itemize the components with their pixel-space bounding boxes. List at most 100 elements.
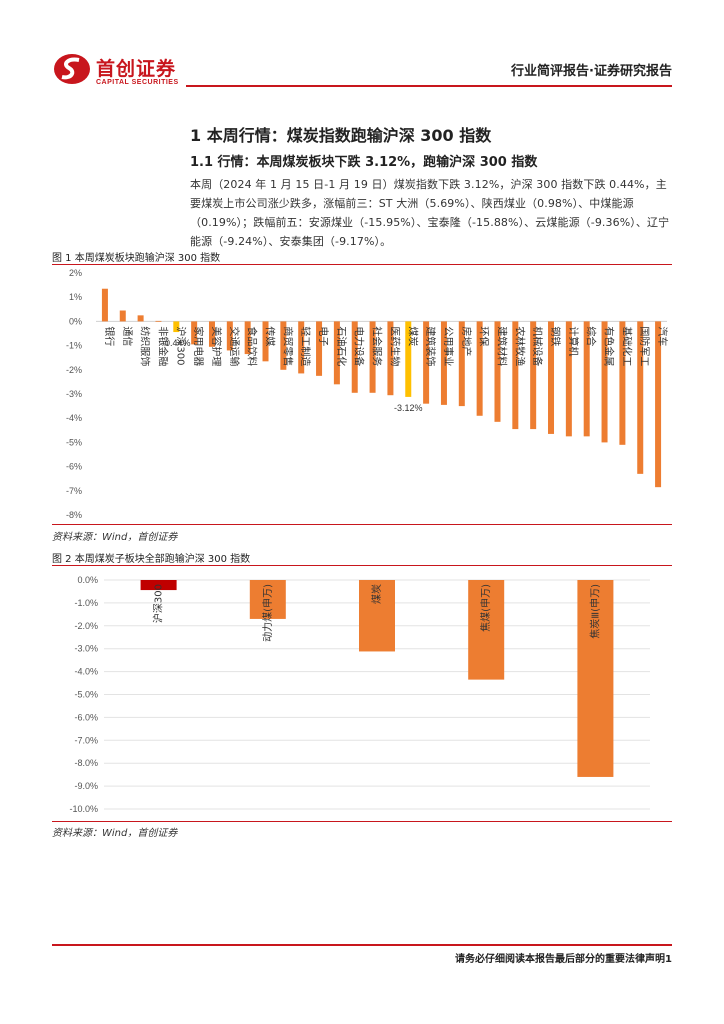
y-tick-label-4: -4.0% bbox=[74, 667, 98, 677]
bar-11 bbox=[298, 321, 305, 374]
y-tick-label-0: 0.0% bbox=[77, 575, 98, 585]
y-tick-label-3: -3.0% bbox=[74, 644, 98, 654]
bar-27 bbox=[583, 321, 590, 437]
x-tick-label-11: 轻工制造 bbox=[299, 326, 312, 366]
x-tick-label-24: 机械设备 bbox=[531, 326, 544, 366]
bar-5 bbox=[191, 321, 198, 345]
figure1-top-rule bbox=[52, 264, 672, 265]
y-tick-label-4: -2% bbox=[66, 365, 82, 375]
x-tick-label-1: 动力煤(申万) bbox=[261, 584, 274, 642]
y-tick-label-5: -5.0% bbox=[74, 690, 98, 700]
y-tick-label-9: -7% bbox=[66, 486, 82, 496]
x-tick-label-16: 医药生物 bbox=[388, 326, 401, 366]
x-tick-label-13: 石油石化 bbox=[335, 326, 348, 366]
x-tick-label-28: 有色金属 bbox=[603, 326, 616, 366]
x-tick-label-5: 家用电器 bbox=[192, 326, 205, 366]
report-type: 行业简评报告·证券研究报告 bbox=[511, 64, 672, 79]
y-tick-label-10: -10.0% bbox=[69, 804, 98, 814]
x-tick-label-2: 纺织服饰 bbox=[139, 326, 152, 366]
bar-15 bbox=[369, 321, 376, 393]
footer-divider bbox=[52, 944, 672, 946]
x-tick-label-23: 农林牧渔 bbox=[513, 326, 526, 366]
bar-22 bbox=[494, 321, 501, 422]
y-tick-label-9: -9.0% bbox=[74, 781, 98, 791]
bar-20 bbox=[458, 321, 465, 407]
y-tick-label-8: -6% bbox=[66, 462, 82, 472]
x-tick-label-31: 汽车 bbox=[656, 326, 669, 346]
bar-25 bbox=[548, 321, 555, 434]
y-tick-label-8: -8.0% bbox=[74, 758, 98, 768]
bar-30 bbox=[637, 321, 644, 474]
bar-1 bbox=[249, 580, 286, 619]
x-tick-label-4: 沪深300 bbox=[174, 326, 187, 365]
y-tick-label-6: -6.0% bbox=[74, 712, 98, 722]
y-tick-label-6: -4% bbox=[66, 413, 82, 423]
x-tick-label-14: 电力设备 bbox=[353, 326, 366, 366]
x-tick-label-10: 商贸零售 bbox=[281, 326, 294, 366]
x-tick-label-3: 焦煤(申万) bbox=[479, 584, 492, 632]
bar-31 bbox=[655, 321, 662, 488]
figure1-source: 资料来源：Wind，首创证券 bbox=[52, 532, 178, 543]
figure2-source: 资料来源：Wind，首创证券 bbox=[52, 828, 178, 839]
subsection-heading: 1.1 行情：本周煤炭板块下跌 3.12%，跑输沪深 300 指数 bbox=[190, 155, 538, 170]
x-tick-label-0: 银行 bbox=[103, 326, 116, 346]
bar-2 bbox=[137, 315, 144, 322]
capital-securities-logo-icon bbox=[54, 54, 90, 84]
x-tick-label-17: 煤炭 bbox=[406, 326, 419, 346]
x-tick-label-15: 社会服务 bbox=[371, 326, 384, 366]
x-tick-label-19: 公用事业 bbox=[442, 326, 455, 366]
company-name-en: CAPITAL SECURITIES bbox=[96, 79, 179, 86]
x-tick-label-18: 建筑装饰 bbox=[424, 326, 437, 366]
bar-0 bbox=[140, 580, 177, 591]
bar-28 bbox=[601, 321, 608, 443]
y-tick-label-1: -1.0% bbox=[74, 598, 98, 608]
bar-3 bbox=[155, 320, 162, 322]
bar-8 bbox=[244, 321, 251, 355]
page-header: 首创证券 CAPITAL SECURITIES 行业简评报告·证券研究报告 bbox=[0, 0, 724, 90]
header-divider bbox=[186, 85, 672, 87]
figure1-bottom-rule bbox=[52, 524, 672, 525]
bar-21 bbox=[476, 321, 483, 416]
section-heading: 1 本周行情：煤炭指数跑输沪深 300 指数 bbox=[190, 126, 492, 145]
x-tick-label-1: 通信 bbox=[121, 326, 133, 346]
figure1-title: 图 1 本周煤炭板块跑输沪深 300 指数 bbox=[52, 253, 221, 264]
x-tick-label-20: 房地产 bbox=[460, 326, 473, 356]
x-tick-label-25: 钢铁 bbox=[549, 326, 562, 346]
data-label-4: -0.44% bbox=[162, 338, 191, 348]
bar-19 bbox=[440, 321, 447, 405]
y-tick-label-1: 1% bbox=[69, 292, 82, 302]
x-tick-label-27: 综合 bbox=[585, 326, 598, 346]
y-tick-label-0: 2% bbox=[69, 268, 82, 278]
bar-4 bbox=[173, 321, 180, 333]
bar-18 bbox=[423, 321, 430, 404]
company-name-cn: 首创证券 bbox=[96, 58, 177, 80]
x-tick-label-26: 计算机 bbox=[567, 326, 580, 356]
bar-26 bbox=[565, 321, 572, 437]
y-tick-label-10: -8% bbox=[66, 510, 82, 520]
bar-1 bbox=[119, 310, 126, 322]
bar-9 bbox=[262, 321, 269, 362]
x-tick-label-9: 传媒 bbox=[264, 326, 276, 346]
x-tick-label-30: 国防军工 bbox=[638, 326, 651, 366]
y-tick-label-3: -1% bbox=[66, 341, 82, 351]
figure1-bar-chart: 2% 1% 0% -1% -2% -3% -4% -5% -6% -7% -8% 银行 通信 纺织服饰 非银… bbox=[66, 268, 669, 520]
x-tick-label-3: 非银金融 bbox=[156, 326, 169, 366]
bar-16 bbox=[387, 321, 394, 396]
x-tick-label-22: 建筑材料 bbox=[495, 326, 508, 366]
bar-17 bbox=[405, 321, 412, 397]
x-tick-label-0: 沪深300 bbox=[152, 584, 165, 623]
footer-disclaimer: 请务必仔细阅读本报告最后部分的重要法律声明1 bbox=[455, 954, 672, 965]
y-tick-label-2: 0% bbox=[69, 316, 82, 326]
summary-paragraph: 本周（2024 年 1 月 15 日-1 月 19 日）煤炭指数下跌 3.12%… bbox=[190, 178, 670, 248]
x-tick-label-6: 美容护理 bbox=[210, 326, 223, 366]
bar-2 bbox=[359, 580, 395, 652]
data-label-17: -3.12% bbox=[394, 403, 423, 413]
bar-7 bbox=[226, 321, 233, 351]
x-tick-label-4: 焦炭Ⅲ(申万) bbox=[588, 584, 601, 639]
bar-12 bbox=[316, 321, 323, 376]
x-tick-label-29: 基础化工 bbox=[620, 326, 633, 366]
x-tick-label-12: 电子 bbox=[317, 326, 330, 346]
y-tick-label-5: -3% bbox=[66, 389, 82, 399]
y-tick-label-7: -5% bbox=[66, 437, 82, 447]
y-tick-label-7: -7.0% bbox=[74, 735, 98, 745]
